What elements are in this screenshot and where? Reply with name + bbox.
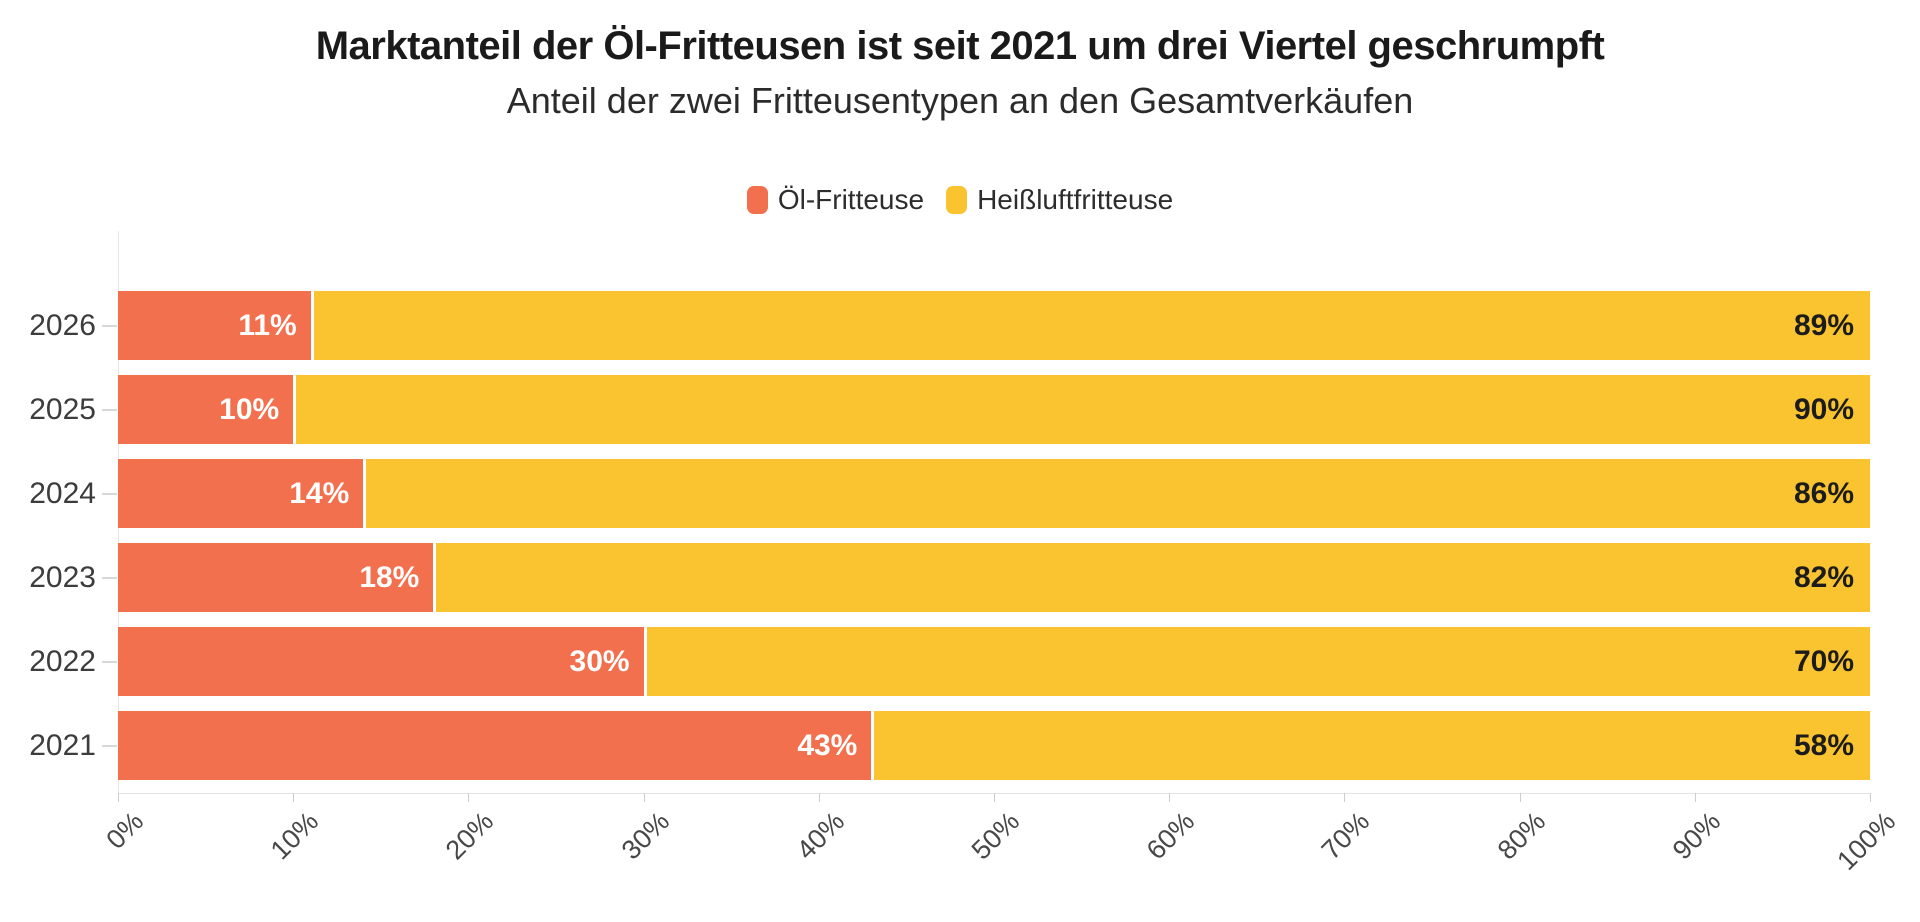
oil-fryer-segment: 18% [118,543,434,612]
oil-fryer-segment: 11% [118,291,311,360]
air-fryer-segment: 70% [643,627,1870,696]
year-label: 2025 [29,393,96,426]
air-fryer-value-label: 86% [1793,477,1854,510]
x-axis-tick-label: 90% [1666,806,1727,866]
x-axis-tick-label: 50% [965,806,1026,866]
bar-row: 2026 11% 89% [0,291,1920,360]
x-axis-tick [1519,793,1521,802]
air-fryer-value-label: 58% [1793,729,1854,762]
x-axis-tick [643,793,645,802]
year-tick-mark [102,409,117,411]
x-axis-tick-label: 30% [615,806,675,866]
bar-row: 2025 10% 90% [0,375,1920,444]
year-tick-mark [102,325,117,327]
x-axis-tick-label: 20% [440,806,500,866]
oil-fryer-segment: 10% [118,375,294,444]
bar-track: 14% 86% [118,459,1870,528]
oil-fryer-value-label: 43% [797,729,858,762]
x-axis-tick-label: 100% [1831,806,1902,877]
bar-row: 2022 30% 70% [0,627,1920,696]
year-tick-mark [102,745,117,747]
bar-track: 30% 70% [118,627,1870,696]
x-axis-tick [118,793,119,802]
bar-track: 10% 90% [118,375,1870,444]
x-axis-tick [1870,793,1871,802]
x-axis-tick [818,793,820,802]
air-fryer-value-label: 90% [1793,393,1854,426]
legend-item: Heißluftfritteuse [946,184,1173,216]
year-label: 2023 [29,561,96,594]
legend-item: Öl-Fritteuse [746,184,925,216]
year-label: 2021 [29,729,96,762]
x-axis-tick [994,793,995,802]
x-axis-tick [1169,793,1171,802]
oil-fryer-value-label: 10% [219,393,280,426]
bar-row: 2023 18% 82% [0,543,1920,612]
legend: Öl-Fritteuse Heißluftfritteuse [0,184,1920,216]
chart-subtitle: Anteil der zwei Fritteusentypen an den G… [506,80,1414,121]
oil-fryer-segment: 14% [118,459,364,528]
x-axis-tick [1344,793,1346,802]
oil-fryer-value-label: 14% [289,477,350,510]
air-fryer-segment: 58% [871,711,1870,780]
x-axis-tick-label: 0% [100,806,150,855]
oil-fryer-value-label: 30% [569,645,630,678]
legend-label: Öl-Fritteuse [777,184,925,215]
bar-row: 2021 43% 58% [0,711,1920,780]
legend-swatch [946,186,968,214]
legend-swatch [746,186,768,214]
air-fryer-value-label: 82% [1793,561,1854,594]
x-axis-tick-label: 10% [264,806,325,866]
legend-label: Heißluftfritteuse [977,184,1174,215]
air-fryer-segment: 86% [363,459,1870,528]
x-axis-tick-label: 40% [790,806,851,866]
air-fryer-value-label: 89% [1793,309,1854,342]
oil-fryer-value-label: 18% [359,561,420,594]
year-tick-mark [102,661,117,663]
year-label: 2022 [29,645,96,678]
air-fryer-segment: 89% [310,291,1870,360]
bar-track: 11% 89% [118,291,1870,360]
year-label: 2026 [29,309,96,342]
x-axis-tick-label: 70% [1316,806,1376,866]
bar-row: 2024 14% 86% [0,459,1920,528]
x-axis-tick [1694,793,1696,802]
air-fryer-segment: 90% [293,375,1870,444]
x-axis-tick [468,793,470,802]
oil-fryer-segment: 43% [118,711,872,780]
oil-fryer-value-label: 11% [238,309,297,342]
x-axis-tick-label: 80% [1491,806,1551,866]
x-axis-tick [293,793,295,802]
bar-track: 18% 82% [118,543,1870,612]
year-tick-mark [102,493,117,495]
year-label: 2024 [29,477,96,510]
chart-title: Marktanteil der Öl-Fritteusen ist seit 2… [315,24,1605,68]
air-fryer-value-label: 70% [1793,645,1854,678]
year-tick-mark [102,577,117,579]
bar-track: 43% 58% [118,711,1870,780]
x-axis-tick-label: 60% [1140,806,1201,866]
oil-fryer-segment: 30% [118,627,644,696]
air-fryer-segment: 82% [433,543,1870,612]
